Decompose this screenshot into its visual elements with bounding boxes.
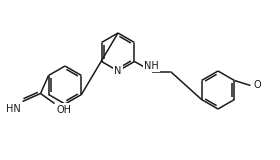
Text: HN: HN bbox=[6, 104, 20, 113]
Text: N: N bbox=[114, 66, 122, 76]
Text: NH: NH bbox=[144, 60, 159, 71]
Text: O: O bbox=[253, 80, 261, 91]
Text: OH: OH bbox=[57, 104, 72, 115]
